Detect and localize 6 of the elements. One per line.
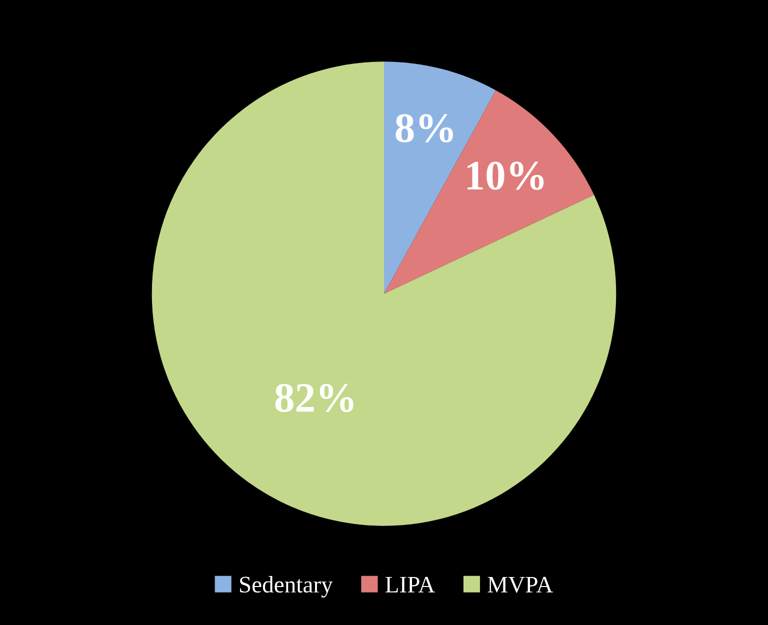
legend-label: MVPA (488, 576, 553, 593)
data-label: 82% (275, 384, 354, 412)
legend-label: Sedentary (240, 576, 333, 598)
data-label: 8% (396, 114, 453, 142)
data-label: 10% (468, 162, 544, 190)
legend-label: LIPA (386, 576, 435, 592)
